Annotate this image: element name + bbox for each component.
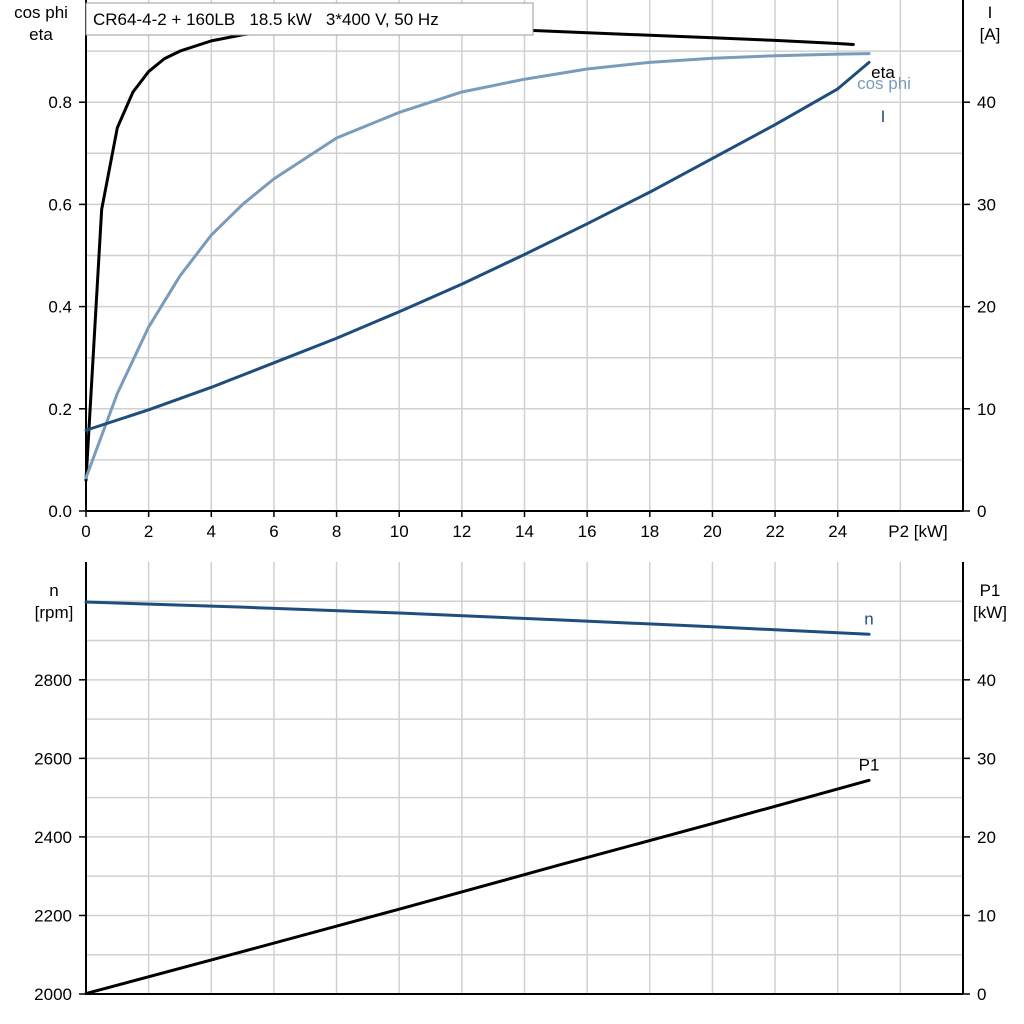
top-x-tick-label: 14: [515, 522, 534, 541]
series-line-cos-phi: [84, 52, 871, 480]
bottom-right-axis-label: [kW]: [973, 603, 1007, 622]
bottom-chart: 2000 2200 2400 2600 2800 0 10 20 30 40 n [rpm] P1 [kW…: [34, 562, 1007, 1004]
bottom-right-tick-label: 40: [977, 671, 996, 690]
top-right-tick-label: 0: [977, 502, 986, 521]
top-right-tick-label: 10: [977, 400, 996, 419]
top-left-tick-label: 0.8: [48, 93, 72, 112]
top-left-axis-label: cos phi: [14, 3, 68, 22]
top-x-tick-label: 10: [390, 522, 409, 541]
bottom-left-tick-label: 2200: [34, 906, 72, 925]
bottom-right-tick-label: 30: [977, 749, 996, 768]
top-right-tick-label: 40: [977, 93, 996, 112]
bottom-right-tick-label: 0: [977, 985, 986, 1004]
series-line-p1: [84, 778, 871, 996]
top-x-tick-label: 0: [81, 522, 90, 541]
top-x-tick-label: 2: [144, 522, 153, 541]
top-x-tick-label: 24: [828, 522, 847, 541]
top-left-tick-label: 0.0: [48, 502, 72, 521]
series-label-i: I: [881, 107, 886, 126]
bottom-left-tick-label: 2800: [34, 671, 72, 690]
bottom-right-tick-label: 20: [977, 828, 996, 847]
bottom-right-tick-label: 10: [977, 906, 996, 925]
top-x-tick-label: 4: [207, 522, 216, 541]
chart-title: CR64-4-2 + 160LB 18.5 kW 3*400 V, 50 Hz: [93, 10, 439, 29]
bottom-left-tick-label: 2400: [34, 828, 72, 847]
top-left-tick-label: 0.4: [48, 298, 72, 317]
top-right-axis-label: [A]: [980, 25, 1001, 44]
series-label-eta: eta: [871, 63, 895, 82]
top-x-tick-label: 16: [578, 522, 597, 541]
chart-title-box: CR64-4-2 + 160LB 18.5 kW 3*400 V, 50 Hz: [85, 2, 534, 36]
series-label-p1: P1: [859, 755, 880, 774]
series-label-n: n: [864, 609, 873, 628]
top-x-tick-label: 22: [766, 522, 785, 541]
top-x-tick-label: 18: [640, 522, 659, 541]
series-line-n: [84, 600, 871, 636]
bottom-left-tick-label: 2600: [34, 749, 72, 768]
bottom-left-axis-label: n: [49, 581, 58, 600]
bottom-left-axis-label: [rpm]: [35, 603, 74, 622]
top-right-tick-label: 20: [977, 298, 996, 317]
top-left-axis-label: eta: [29, 25, 53, 44]
series-line-i: [84, 60, 871, 432]
top-x-tick-label: 20: [703, 522, 722, 541]
top-right-tick-label: 30: [977, 195, 996, 214]
top-x-tick-label: 6: [269, 522, 278, 541]
bottom-left-tick-label: 2000: [34, 985, 72, 1004]
top-x-axis-label: P2 [kW]: [888, 522, 948, 541]
top-left-tick-label: 0.2: [48, 400, 72, 419]
bottom-right-axis-label: P1: [980, 581, 1001, 600]
top-left-tick-label: 0.6: [48, 195, 72, 214]
series-label-cos-phi: cos phi: [857, 74, 911, 93]
top-x-tick-label: 12: [452, 522, 471, 541]
series-line-eta: [84, 25, 855, 482]
top-x-tick-label: 8: [332, 522, 341, 541]
top-right-axis-label: I: [988, 3, 993, 22]
